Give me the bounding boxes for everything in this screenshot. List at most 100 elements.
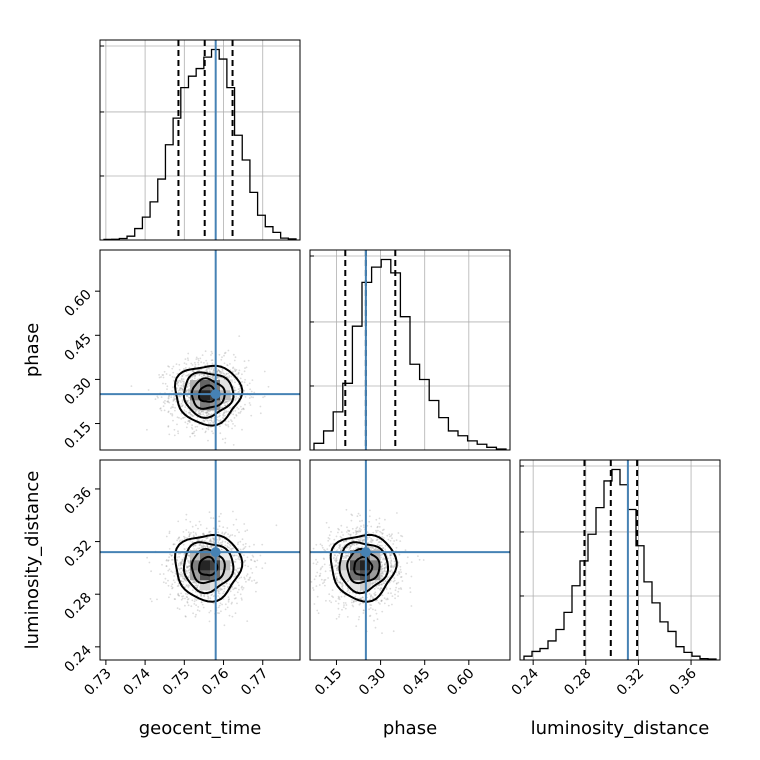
sample-point xyxy=(328,600,331,602)
sample-point xyxy=(224,608,227,611)
sample-point xyxy=(182,382,185,385)
sample-point xyxy=(200,413,202,416)
sample-point xyxy=(189,539,192,542)
sample-point xyxy=(206,411,209,414)
sample-point xyxy=(384,548,387,551)
sample-point xyxy=(180,378,183,381)
sample-point xyxy=(401,580,404,582)
sample-point xyxy=(267,385,270,388)
sample-point xyxy=(236,567,239,570)
sample-point xyxy=(211,430,213,433)
sample-point xyxy=(210,546,213,548)
sample-point xyxy=(384,518,386,521)
sample-point xyxy=(211,376,214,378)
sample-point xyxy=(176,539,179,542)
sample-point xyxy=(360,525,362,528)
sample-point xyxy=(200,410,203,413)
sample-point xyxy=(176,585,179,587)
sample-point xyxy=(235,587,238,590)
sample-point xyxy=(234,378,236,381)
sample-point xyxy=(381,572,383,574)
sample-point xyxy=(187,585,190,588)
sample-point xyxy=(176,559,179,562)
sample-point xyxy=(194,363,197,366)
sample-point xyxy=(167,569,170,572)
density-cell xyxy=(220,570,231,581)
sample-point xyxy=(181,380,184,383)
sample-point xyxy=(198,520,201,523)
sample-point xyxy=(217,369,220,372)
sample-point xyxy=(237,558,240,560)
sample-point xyxy=(208,368,211,370)
sample-point xyxy=(195,429,198,432)
sample-point xyxy=(165,535,168,538)
sample-point xyxy=(323,581,326,583)
sample-point xyxy=(240,576,243,579)
sample-point xyxy=(169,412,172,415)
sample-point xyxy=(206,546,209,548)
sample-point xyxy=(205,412,208,415)
sample-point xyxy=(245,575,248,577)
sample-point xyxy=(251,572,254,574)
sample-point xyxy=(324,578,327,581)
sample-point xyxy=(227,410,230,413)
sample-point xyxy=(198,547,201,550)
sample-point xyxy=(244,542,247,545)
sample-point xyxy=(224,540,227,543)
sample-point xyxy=(231,420,233,423)
sample-point xyxy=(207,420,209,422)
sample-point xyxy=(369,614,372,617)
sample-point xyxy=(182,404,184,407)
sample-point xyxy=(315,543,318,546)
sample-point xyxy=(225,582,228,585)
sample-point xyxy=(172,543,175,546)
sample-point xyxy=(224,400,227,403)
sample-point xyxy=(196,586,198,589)
sample-point xyxy=(200,595,203,598)
sample-point xyxy=(381,529,384,532)
sample-point xyxy=(201,410,204,413)
sample-point xyxy=(222,415,225,417)
sample-point xyxy=(374,591,377,594)
sample-point xyxy=(399,540,402,542)
sample-point xyxy=(159,573,162,575)
sample-point xyxy=(231,601,233,604)
sample-point xyxy=(223,400,226,403)
sample-point xyxy=(194,532,197,535)
sample-point xyxy=(191,370,194,372)
sample-point xyxy=(351,527,354,530)
sample-point xyxy=(185,410,188,413)
sample-point xyxy=(368,608,371,611)
sample-point xyxy=(393,557,395,560)
sample-point xyxy=(195,533,198,536)
sample-point xyxy=(352,605,355,608)
sample-point xyxy=(337,602,340,605)
x-tick-label-phase: 0.45 xyxy=(400,666,433,699)
sample-point xyxy=(212,545,215,548)
x-axis-label-phase: phase xyxy=(383,718,437,739)
sample-point xyxy=(372,531,375,534)
sample-point xyxy=(398,553,401,556)
sample-point xyxy=(223,402,226,404)
sample-point xyxy=(383,569,386,571)
sample-point xyxy=(347,555,350,558)
sample-point xyxy=(168,568,171,571)
sample-point xyxy=(185,565,188,568)
sample-point xyxy=(198,413,201,415)
sample-point xyxy=(233,359,236,362)
sample-point xyxy=(210,354,212,356)
sample-point xyxy=(235,568,237,571)
sample-point xyxy=(179,563,182,565)
sample-point xyxy=(172,419,174,422)
sample-point xyxy=(310,581,313,583)
sample-point xyxy=(226,545,229,548)
sample-point xyxy=(240,552,243,555)
sample-point xyxy=(229,534,232,537)
sample-point xyxy=(358,527,361,530)
sample-point xyxy=(159,407,162,410)
sample-point xyxy=(259,554,262,557)
sample-point xyxy=(319,574,321,577)
sample-point xyxy=(223,409,226,412)
sample-point xyxy=(337,572,339,575)
sample-point xyxy=(201,603,204,606)
